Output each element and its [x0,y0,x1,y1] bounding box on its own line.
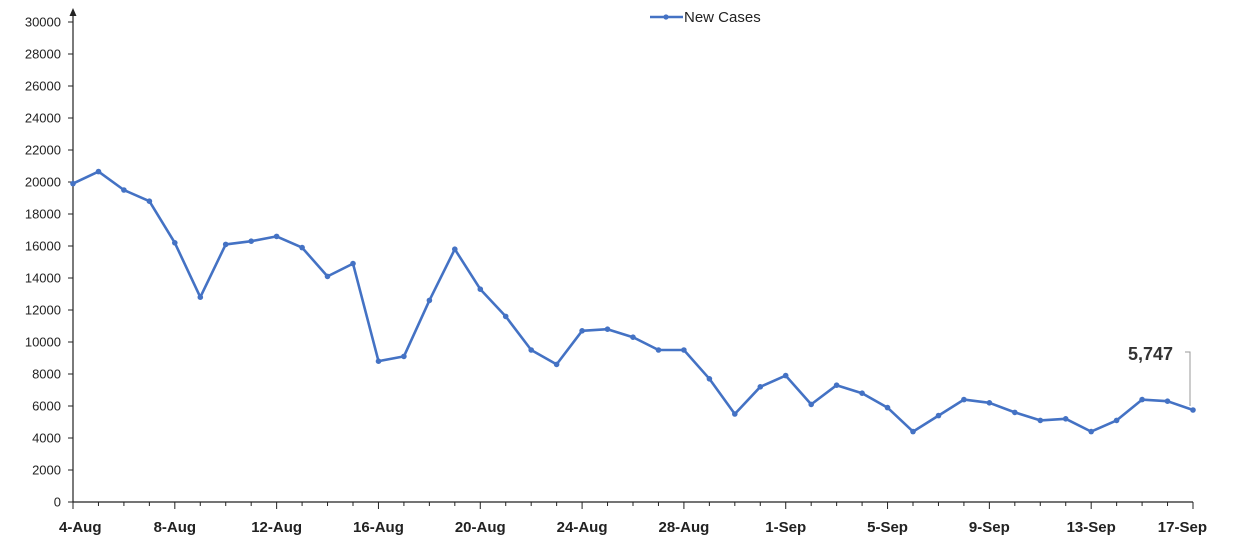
legend: New Cases [650,9,761,26]
data-point [782,372,789,379]
data-point [1139,396,1145,403]
data-point [375,358,382,365]
x-tick-label: 12-Aug [251,519,302,536]
data-point [222,241,229,248]
y-tick-label: 30000 [25,15,61,30]
data-point [732,411,738,417]
data-point [986,400,993,406]
series-new-cases [70,168,1196,435]
data-point [630,334,636,341]
data-point [1012,409,1018,416]
legend-marker-swatch [663,14,669,20]
data-point [808,401,814,408]
data-point [553,361,560,368]
y-tick-label: 2000 [32,463,61,478]
data-point [197,294,204,301]
y-tick-label: 14000 [25,271,61,286]
data-point [70,180,76,187]
data-point [528,347,534,353]
data-point [146,198,153,204]
data-point [1113,417,1120,424]
y-tick-label: 16000 [25,239,61,254]
y-tick-label: 4000 [32,431,61,446]
x-tick-label: 17-Sep [1158,519,1207,536]
x-axis: 4-Aug 8-Aug 12-Aug 16-Aug 20-Aug 24-Aug 28-Aug… [59,501,1207,536]
data-point [95,168,102,175]
data-point [502,313,509,320]
y-tick-label: 24000 [25,111,61,126]
y-tick-label: 20000 [25,175,61,190]
y-axis-arrow [69,8,77,16]
data-point [401,353,407,360]
data-point [604,326,611,333]
data-point [1164,398,1171,405]
data-point [299,244,305,251]
data-point [757,384,764,390]
data-point [1088,428,1094,435]
data-point [1190,407,1196,413]
data-point [248,238,254,244]
x-tick-label: 5-Sep [867,519,908,536]
y-tick-label: 22000 [25,143,61,158]
y-tick-label: 28000 [25,47,61,62]
data-point [1037,417,1044,424]
x-tick-label: 1-Sep [765,519,806,536]
y-tick-label: 6000 [32,399,61,414]
data-point [350,260,356,267]
data-point [833,382,840,389]
data-point [910,428,916,435]
data-point [579,328,585,334]
data-point [706,376,713,382]
data-point [961,396,967,403]
data-point [172,240,178,246]
y-tick-label: 0 [54,495,61,510]
x-tick-label: 20-Aug [455,519,506,536]
y-axis: 0 2000 4000 6000 8000 10000 12000 14000 16000 180… [25,8,77,510]
data-point [273,233,280,240]
x-tick-label: 4-Aug [59,519,102,536]
data-point [426,297,433,304]
data-point [121,187,127,193]
data-point [935,412,942,419]
y-tick-label: 26000 [25,79,61,94]
annotation-label: 5,747 [1128,344,1173,364]
x-tick-label: 8-Aug [154,519,197,536]
data-point [452,246,458,252]
x-tick-label: 24-Aug [557,519,608,536]
y-tick-label: 10000 [25,335,61,350]
x-tick-label: 13-Sep [1067,519,1116,536]
x-tick-label: 16-Aug [353,519,404,536]
legend-label: New Cases [684,9,761,26]
annotation: 5,747 [1128,344,1191,407]
data-point [655,347,662,353]
y-tick-label: 8000 [32,367,61,382]
data-point [859,390,865,397]
data-point [324,273,331,280]
y-tick-label: 18000 [25,207,61,222]
data-point [884,404,891,411]
y-tick-label: 12000 [25,303,61,318]
data-point [1062,416,1069,422]
data-point [477,286,484,293]
data-point [681,347,687,353]
x-tick-label: 28-Aug [658,519,709,536]
x-tick-label: 9-Sep [969,519,1010,536]
series-line [71,170,1195,433]
annotation-leader-line [1185,351,1191,407]
